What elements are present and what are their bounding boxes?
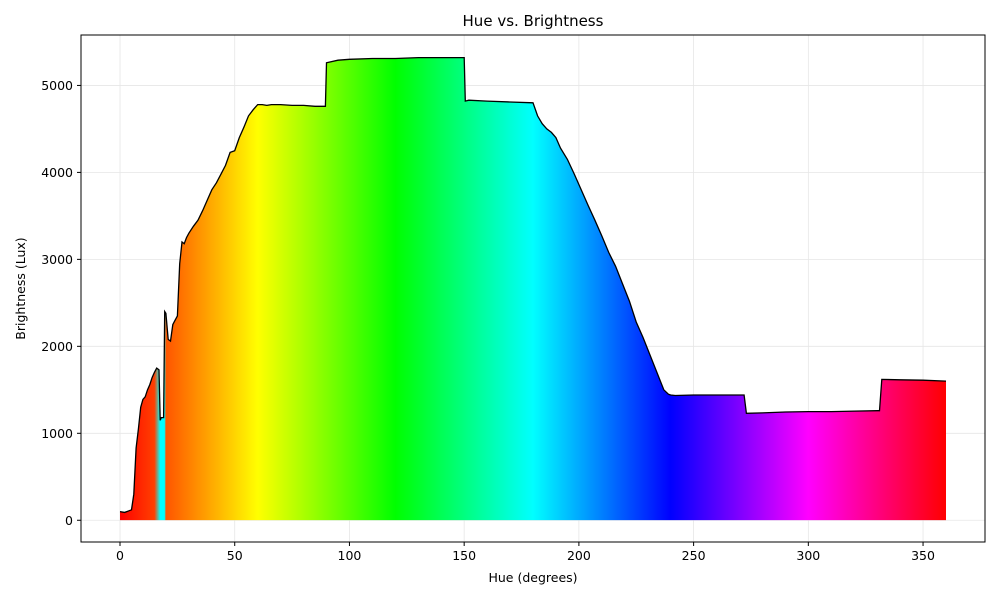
x-axis-ticks: 0 50 100 150 200 250 300 350 — [116, 542, 935, 563]
x-tick-label: 50 — [227, 548, 243, 563]
x-tick-label: 150 — [452, 548, 476, 563]
y-axis-ticks: 0 1000 2000 3000 4000 5000 — [41, 78, 81, 528]
y-axis-label: Brightness (Lux) — [13, 237, 28, 339]
x-tick-label: 250 — [682, 548, 706, 563]
y-tick-label: 3000 — [41, 252, 73, 267]
x-tick-label: 0 — [116, 548, 124, 563]
x-tick-label: 100 — [338, 548, 362, 563]
y-tick-label: 1000 — [41, 426, 73, 441]
x-tick-label: 350 — [911, 548, 935, 563]
x-tick-label: 300 — [796, 548, 820, 563]
area-fill — [120, 57, 946, 521]
chart-title: Hue vs. Brightness — [463, 12, 604, 30]
y-tick-label: 5000 — [41, 78, 73, 93]
series-outline — [119, 56, 947, 514]
y-tick-label: 0 — [65, 513, 73, 528]
y-tick-label: 4000 — [41, 165, 73, 180]
plot-frame — [80, 34, 986, 543]
x-axis-label: Hue (degrees) — [488, 570, 577, 585]
x-tick-label: 200 — [567, 548, 591, 563]
y-tick-label: 2000 — [41, 339, 73, 354]
